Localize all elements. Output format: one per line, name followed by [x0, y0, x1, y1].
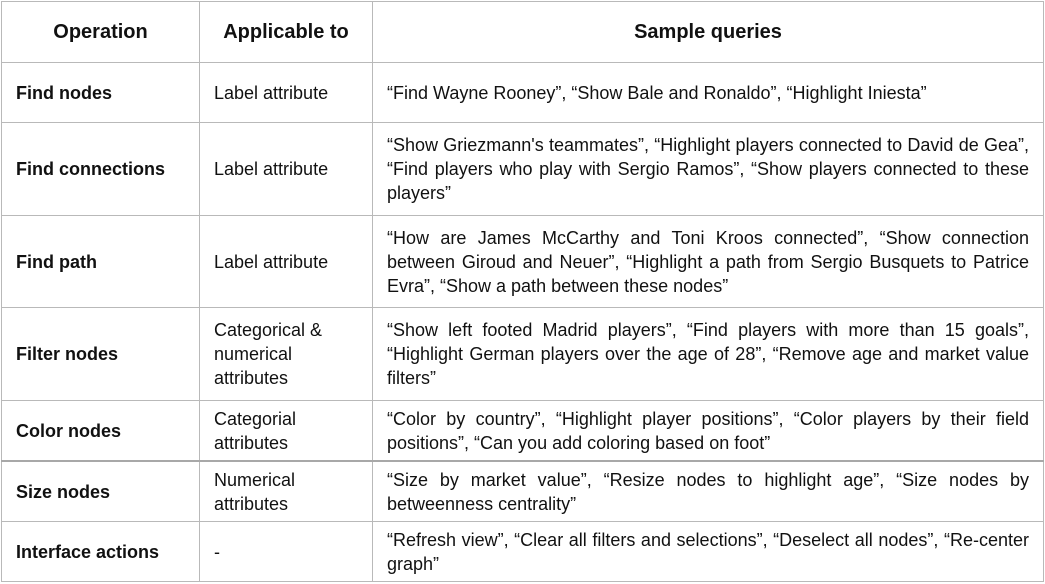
operation-cell: Find connections [1, 122, 200, 216]
applicable-cell: Numerical attributes [199, 460, 373, 522]
applicable-cell: Label attribute [199, 62, 373, 123]
operation-cell: Size nodes [1, 460, 200, 522]
header-row: Operation Applicable to Sample queries [1, 1, 1044, 63]
queries-cell: “Refresh view”, “Clear all filters and s… [372, 521, 1044, 582]
operation-cell: Find path [1, 215, 200, 308]
operation-cell: Filter nodes [1, 307, 200, 401]
queries-cell: “How are James McCarthy and Toni Kroos c… [372, 215, 1044, 308]
table-row: Filter nodes Categorical & numerical att… [1, 307, 1044, 401]
queries-cell: “Find Wayne Rooney”, “Show Bale and Rona… [372, 62, 1044, 123]
table-row: Find connections Label attribute “Show G… [1, 122, 1044, 216]
applicable-cell: Label attribute [199, 122, 373, 216]
table-row: Color nodes Categorial attributes “Color… [1, 400, 1044, 462]
queries-cell: “Show left footed Madrid players”, “Find… [372, 307, 1044, 401]
applicable-cell: Categorical & numerical attributes [199, 307, 373, 401]
table-row: Size nodes Numerical attributes “Size by… [1, 460, 1044, 522]
applicable-cell: Categorial attributes [199, 400, 373, 462]
header-operation: Operation [1, 1, 200, 63]
header-sample-queries: Sample queries [372, 1, 1044, 63]
operation-cell: Color nodes [1, 400, 200, 462]
table-row: Find path Label attribute “How are James… [1, 215, 1044, 308]
queries-cell: “Show Griezmann's teammates”, “Highlight… [372, 122, 1044, 216]
table-row: Interface actions - “Refresh view”, “Cle… [1, 521, 1044, 582]
applicable-cell: - [199, 521, 373, 582]
header-applicable-to: Applicable to [199, 1, 373, 63]
applicable-cell: Label attribute [199, 215, 373, 308]
operation-cell: Find nodes [1, 62, 200, 123]
operation-cell: Interface actions [1, 521, 200, 582]
table-row: Find nodes Label attribute “Find Wayne R… [1, 62, 1044, 123]
queries-cell: “Size by market value”, “Resize nodes to… [372, 460, 1044, 522]
queries-cell: “Color by country”, “Highlight player po… [372, 400, 1044, 462]
